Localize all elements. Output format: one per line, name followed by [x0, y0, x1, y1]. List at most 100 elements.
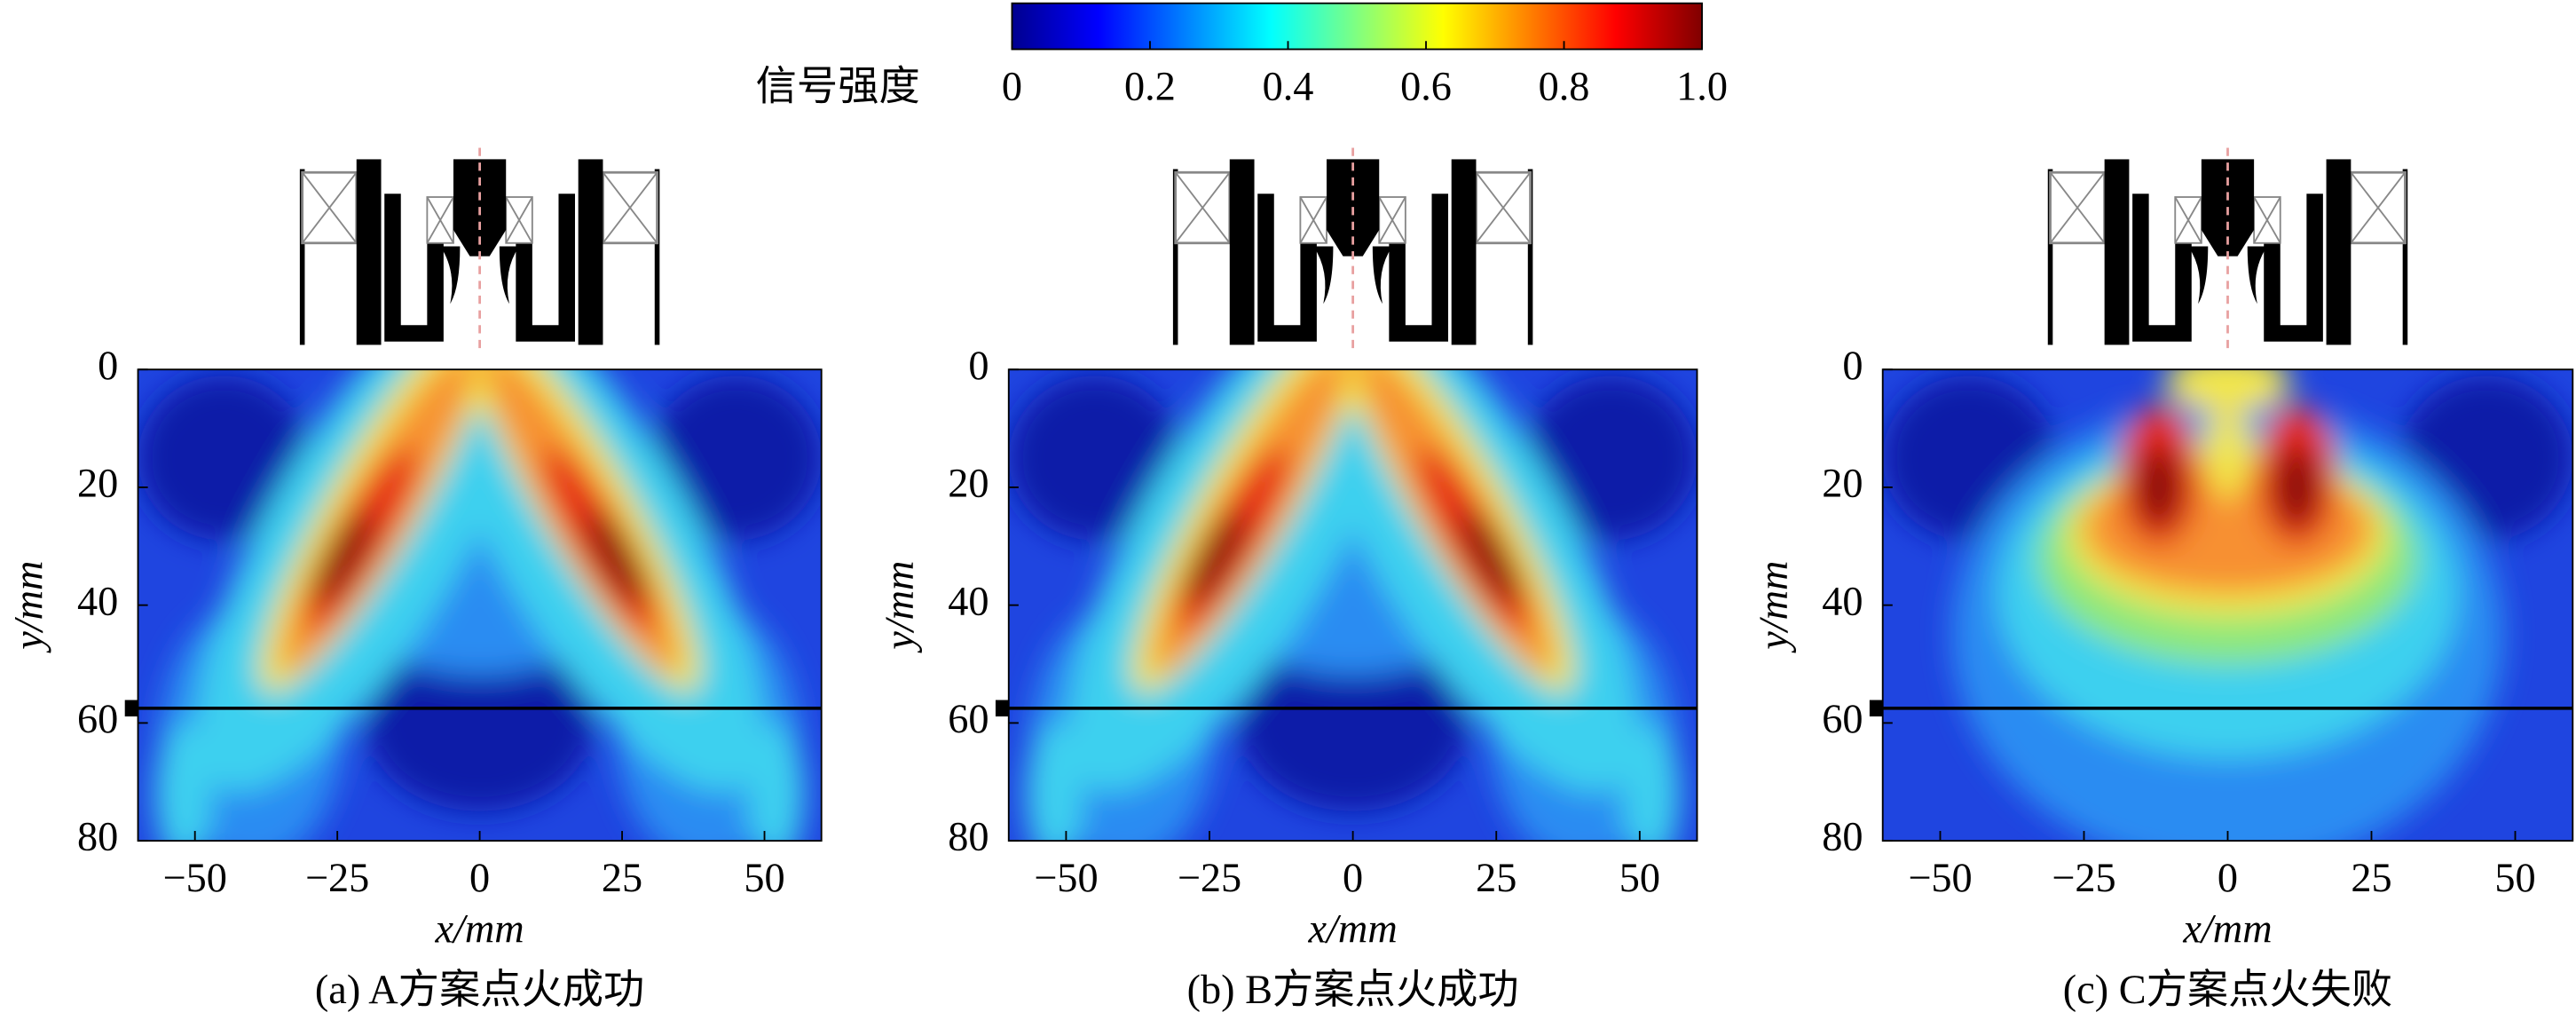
- inner-cross: [1299, 196, 1327, 244]
- plot-frame: [1881, 368, 2574, 842]
- y-tick-label: 80: [77, 815, 118, 860]
- reference-marker: [124, 700, 138, 717]
- liner: [2264, 194, 2323, 342]
- colorbar-tick-label: 0.2: [1124, 64, 1176, 109]
- x-tick-label: 50: [2494, 856, 2535, 901]
- swirler-cross: [2350, 171, 2407, 244]
- inner-cross: [426, 196, 454, 244]
- y-tick-label: 80: [1822, 815, 1863, 860]
- x-tick-label: 50: [1619, 856, 1660, 901]
- heatmap-blob: [586, 511, 647, 605]
- x-tick-label: −25: [2052, 856, 2115, 901]
- lip: [440, 246, 461, 304]
- heatmap: [1882, 369, 2573, 842]
- swirler-cross: [602, 171, 658, 244]
- wall: [2104, 159, 2130, 345]
- lip: [1372, 246, 1393, 304]
- y-tick-label: 20: [77, 462, 118, 507]
- colorbar-tick-label: 1.0: [1676, 64, 1728, 109]
- swirler-cross: [2049, 171, 2106, 244]
- x-tick-label: 0: [469, 856, 490, 901]
- schematic: [299, 147, 660, 349]
- heatmap-blob: [2273, 446, 2320, 529]
- liner: [1389, 194, 1449, 342]
- panel-caption: (b) B方案点火成功: [1187, 968, 1519, 1013]
- x-axis-label: x/mm: [434, 906, 524, 952]
- heatmap-blob: [1185, 511, 1246, 605]
- y-tick-label: 20: [948, 462, 989, 507]
- heatmap-blob: [1524, 375, 1698, 541]
- heatmap-blob: [1460, 511, 1522, 605]
- heatmap-field: [138, 369, 822, 842]
- heatmap-blob: [312, 511, 374, 605]
- y-tick-label: 0: [98, 344, 118, 389]
- heatmap-blob: [747, 723, 805, 842]
- lip: [2247, 246, 2267, 304]
- plot-frame: [1007, 368, 1698, 842]
- liner: [516, 194, 575, 342]
- reference-marker: [995, 700, 1009, 717]
- lip: [499, 246, 520, 304]
- y-tick-label: 60: [948, 697, 989, 742]
- reference-marker: [1869, 700, 1883, 717]
- plot-frame: [137, 368, 823, 842]
- heatmap-blob: [154, 723, 212, 842]
- x-tick-label: −25: [1178, 856, 1241, 901]
- heatmap-blob: [2135, 446, 2182, 529]
- y-tick-label: 80: [948, 815, 989, 860]
- heatmap-blob: [1026, 723, 1083, 842]
- liner: [1257, 194, 1317, 342]
- heatmap-blob: [2204, 405, 2251, 500]
- heatmap-blob: [2164, 369, 2291, 411]
- colorbar-tick-label: 0.6: [1400, 64, 1452, 109]
- wall: [356, 159, 382, 345]
- heatmap-blob: [1622, 723, 1681, 842]
- wall: [1229, 159, 1255, 345]
- wall: [578, 159, 603, 345]
- lip: [1313, 246, 1334, 304]
- inner-cross: [505, 196, 533, 244]
- x-tick-label: 0: [2218, 856, 2238, 901]
- x-axis-label: x/mm: [2182, 906, 2272, 952]
- heatmap-field: [1008, 369, 1698, 842]
- heatmap-field: [1882, 369, 2573, 842]
- x-tick-label: −50: [163, 856, 227, 901]
- y-tick-label: 40: [948, 579, 989, 624]
- liner: [384, 194, 444, 342]
- liner: [2132, 194, 2192, 342]
- y-axis-label: y/mm: [7, 561, 52, 653]
- y-tick-label: 40: [1822, 579, 1863, 624]
- colorbar-tick-label: 0.8: [1539, 64, 1590, 109]
- wall: [1451, 159, 1477, 345]
- y-tick-label: 20: [1822, 462, 1863, 507]
- heatmap-blob: [1008, 375, 1181, 541]
- y-tick-label: 40: [77, 579, 118, 624]
- colorbar-label: 信号强度: [756, 64, 920, 109]
- y-tick-label: 60: [1822, 697, 1863, 742]
- x-tick-label: 25: [1476, 856, 1516, 901]
- x-tick-label: 25: [602, 856, 642, 901]
- panel-caption: (c) C方案点火失败: [2063, 968, 2392, 1013]
- x-tick-label: −50: [1034, 856, 1098, 901]
- swirler-cross: [1174, 171, 1231, 244]
- inner-cross: [2174, 196, 2202, 244]
- panel-caption: (a) A方案点火成功: [315, 968, 644, 1013]
- heatmap-blob: [650, 375, 822, 541]
- colorbar-tick-label: 0.4: [1263, 64, 1314, 109]
- heatmap-blob: [1238, 634, 1468, 811]
- x-tick-label: 50: [744, 856, 784, 901]
- y-tick-label: 60: [77, 697, 118, 742]
- y-axis-label: y/mm: [1752, 561, 1797, 653]
- inner-cross: [2253, 196, 2281, 244]
- x-tick-label: 25: [2351, 856, 2391, 901]
- y-tick-label: 0: [1842, 344, 1863, 389]
- x-tick-label: 0: [1343, 856, 1363, 901]
- x-axis-label: x/mm: [1308, 906, 1398, 952]
- colorbar: [1011, 2, 1703, 51]
- y-axis-label: y/mm: [878, 561, 923, 653]
- heatmap: [1008, 369, 1698, 842]
- wall: [2326, 159, 2351, 345]
- colorbar-tick-label: 0: [1002, 64, 1022, 109]
- y-tick-label: 0: [968, 344, 989, 389]
